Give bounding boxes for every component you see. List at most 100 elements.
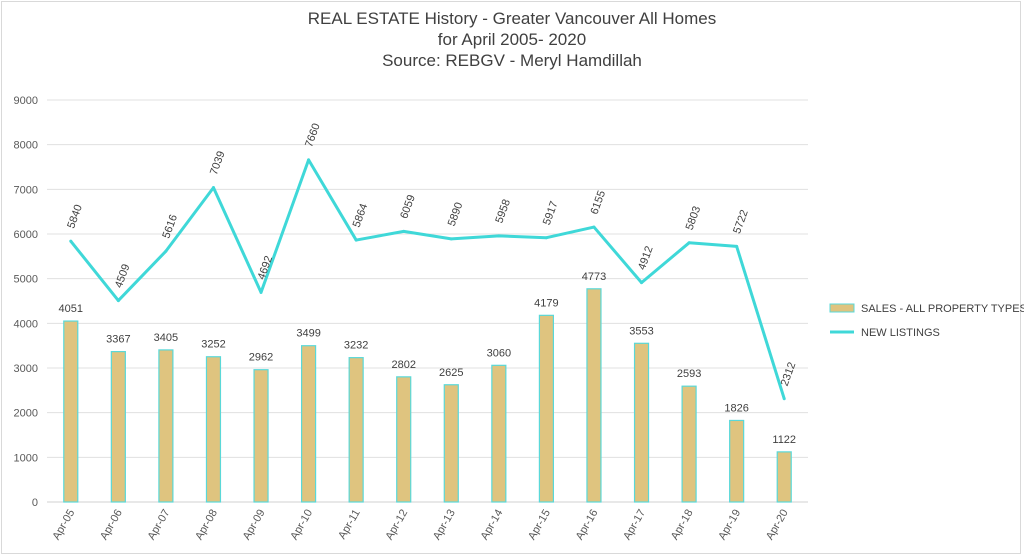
sales-bar	[681, 385, 697, 503]
chart-title: REAL ESTATE History - Greater Vancouver …	[0, 8, 1024, 71]
listings-point	[592, 225, 596, 229]
sales-data-label: 3499	[296, 328, 320, 340]
listings-point	[307, 158, 311, 162]
listings-point	[640, 281, 644, 285]
listings-point	[449, 237, 453, 241]
x-axis-ticks: Apr-05 Apr-06 Apr-07 Apr-08 Apr-09 Apr-10 Apr-…	[50, 508, 790, 543]
sales-bar	[538, 314, 555, 503]
listings-point	[116, 299, 120, 303]
y-tick-label: 6000	[14, 229, 38, 241]
sales-bar	[776, 451, 792, 503]
listings-data-label: 5917	[541, 200, 561, 227]
x-tick-label: Apr-06	[98, 508, 125, 543]
listings-point	[782, 397, 786, 401]
listings-data-label: 5864	[351, 202, 371, 229]
sales-bar	[633, 342, 650, 503]
listings-data-label: 5803	[684, 205, 704, 232]
sales-bar	[205, 356, 222, 503]
sales-bar	[491, 364, 507, 503]
y-tick-label: 5000	[14, 274, 38, 286]
listings-data-label: 4692	[256, 254, 276, 281]
listings-point	[259, 290, 263, 294]
sales-data-label: 3232	[344, 340, 368, 352]
listings-point	[687, 241, 691, 245]
listings-point	[544, 236, 548, 240]
y-axis-ticks: 0 1000 2000 3000 4000 5000 6000 7000 8000 9000	[14, 95, 38, 509]
listings-point	[354, 238, 358, 242]
sales-bar	[443, 384, 459, 503]
x-tick-label: Apr-07	[146, 508, 173, 543]
listings-data-label: 5840	[65, 203, 85, 230]
sales-data-label: 3405	[154, 332, 178, 344]
listings-data-label: 5958	[493, 198, 513, 225]
x-tick-label: Apr-14	[479, 508, 506, 543]
sales-data-label: 3367	[106, 334, 130, 346]
listings-data-label: 4509	[113, 263, 133, 290]
sales-data-label: 1122	[772, 434, 796, 446]
listings-line-path	[69, 158, 786, 400]
sales-data-label: 4773	[582, 271, 606, 283]
sales-data-label: 2802	[391, 359, 415, 371]
y-tick-label: 8000	[14, 140, 38, 152]
y-tick-label: 9000	[14, 95, 38, 107]
y-tick-label: 4000	[14, 318, 38, 330]
sales-data-label: 3553	[629, 325, 653, 337]
chart-title-line-3: Source: REBGV - Meryl Hamdillah	[382, 51, 642, 70]
listings-data-label: 4912	[636, 245, 656, 272]
sales-bar	[253, 369, 269, 503]
listings-point	[497, 234, 501, 238]
legend-label-listings: NEW LISTINGS	[861, 327, 940, 339]
listings-line	[69, 158, 786, 401]
x-tick-label: Apr-10	[288, 508, 315, 543]
sales-bar	[110, 351, 126, 503]
sales-bar	[729, 419, 745, 503]
listings-data-label: 5722	[731, 208, 751, 235]
x-tick-label: Apr-16	[574, 508, 601, 543]
sales-bar	[158, 349, 174, 503]
gridlines	[47, 99, 808, 503]
sales-bar	[63, 320, 79, 503]
x-tick-label: Apr-12	[383, 508, 410, 543]
chart-title-line-2: for April 2005- 2020	[437, 30, 587, 49]
listings-data-label: 7039	[208, 150, 228, 177]
x-tick-label: Apr-13	[431, 508, 458, 543]
listings-point	[735, 244, 739, 248]
listings-data-label: 6155	[589, 189, 609, 216]
y-tick-label: 3000	[14, 363, 38, 375]
legend-label-sales: SALES - ALL PROPERTY TYPES	[861, 303, 1024, 315]
sales-bar	[586, 288, 602, 503]
x-tick-label: Apr-15	[526, 508, 553, 543]
sales-data-label: 4179	[534, 297, 558, 309]
sales-data-label: 3252	[201, 339, 225, 351]
sales-data-label: 1826	[724, 402, 748, 414]
sales-data-label: 4051	[59, 303, 83, 315]
x-tick-label: Apr-18	[669, 508, 696, 543]
chart-title-line-1: REAL ESTATE History - Greater Vancouver …	[307, 9, 717, 28]
sales-data-label: 2625	[439, 367, 463, 379]
listings-data-label: 2312	[779, 361, 799, 388]
listings-point	[211, 186, 215, 190]
x-tick-label: Apr-09	[241, 508, 268, 543]
x-tick-label: Apr-20	[764, 508, 791, 543]
sales-bar	[300, 345, 317, 503]
y-tick-label: 2000	[14, 408, 38, 420]
x-tick-label: Apr-05	[50, 508, 77, 543]
sales-bar	[348, 357, 364, 503]
listings-point	[402, 229, 406, 233]
x-tick-label: Apr-17	[621, 508, 648, 543]
sales-data-label: 2962	[249, 352, 273, 364]
sales-bars	[63, 288, 792, 503]
data-labels: 4051 3367 3405 3252 2962 3499 3232 2802 2625 3060…	[59, 122, 799, 446]
sales-data-label: 3060	[487, 347, 511, 359]
legend: SALES - ALL PROPERTY TYPES NEW LISTINGS	[829, 303, 1024, 339]
listings-data-label: 6059	[398, 193, 418, 220]
sales-bar	[396, 376, 412, 503]
x-tick-label: Apr-11	[336, 508, 362, 542]
y-tick-label: 7000	[14, 184, 38, 196]
y-tick-label: 0	[32, 497, 38, 509]
listings-point	[69, 239, 73, 243]
sales-data-label: 2593	[677, 368, 701, 380]
x-tick-label: Apr-08	[193, 508, 220, 543]
listings-data-label: 5890	[446, 201, 466, 228]
x-tick-label: Apr-19	[716, 508, 743, 543]
